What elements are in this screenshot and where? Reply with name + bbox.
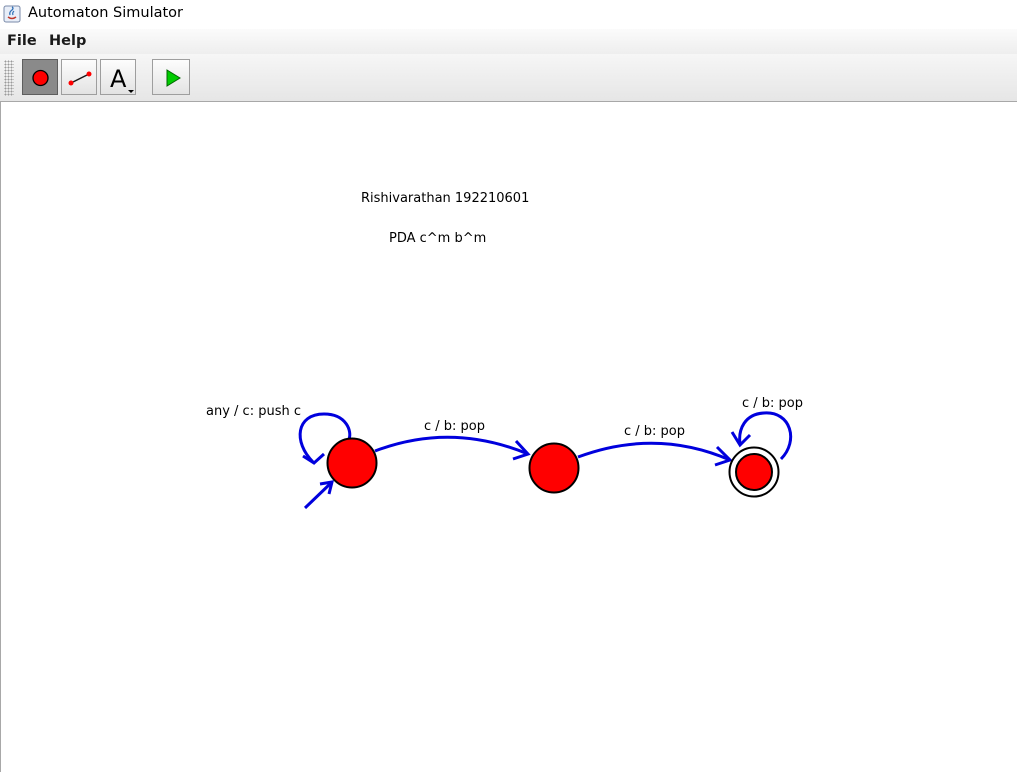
state-q0[interactable] (326, 437, 378, 489)
menu-file[interactable]: File (7, 33, 37, 49)
title-bar: Automaton Simulator (0, 0, 1017, 30)
caption-label[interactable]: PDA c^m b^m (389, 231, 487, 246)
toolbar-grip[interactable] (4, 60, 14, 96)
window-title: Automaton Simulator (28, 5, 184, 21)
transition-q2-loop[interactable] (738, 411, 793, 461)
state-q2[interactable] (735, 453, 773, 491)
automaton-diagram (298, 411, 793, 510)
menu-help[interactable]: Help (49, 33, 87, 49)
menu-bar: File Help (0, 29, 1017, 54)
arrowhead-q0-loop (302, 452, 326, 465)
start-arrowhead (319, 480, 335, 495)
transition-label-q0-q1[interactable]: c / b: pop (424, 419, 486, 434)
state-icon (32, 69, 49, 87)
state-tool-button[interactable] (22, 59, 58, 95)
arrowhead-q0-q1 (512, 439, 531, 461)
transition-label-q1-q2[interactable]: c / b: pop (624, 424, 686, 439)
transition-tool-button[interactable] (61, 59, 97, 95)
author-label[interactable]: Rishivarathan 192210601 (361, 191, 530, 206)
java-icon (3, 5, 21, 23)
play-icon (166, 69, 181, 87)
transition-q1-q2[interactable] (577, 441, 731, 462)
transition-label-q0-loop[interactable]: any / c: push c (206, 404, 301, 419)
automaton-canvas[interactable]: Rishivarathan 192210601 PDA c^m b^m any … (0, 102, 1017, 772)
svg-text:A: A (110, 65, 127, 93)
transition-q0-loop[interactable] (298, 412, 352, 464)
transition-label-q2-loop[interactable]: c / b: pop (742, 396, 804, 411)
toolbar: A (0, 54, 1017, 102)
transition-q0-q1[interactable] (374, 435, 529, 456)
start-arrow (303, 481, 333, 510)
text-icon: A (110, 65, 134, 93)
text-tool-button[interactable]: A (100, 59, 136, 95)
arrowhead-q1-q2 (714, 445, 733, 467)
transition-icon (68, 71, 92, 86)
simulate-button[interactable] (152, 59, 190, 95)
arrowhead-q2-loop (730, 431, 752, 448)
state-q1[interactable] (528, 442, 580, 494)
